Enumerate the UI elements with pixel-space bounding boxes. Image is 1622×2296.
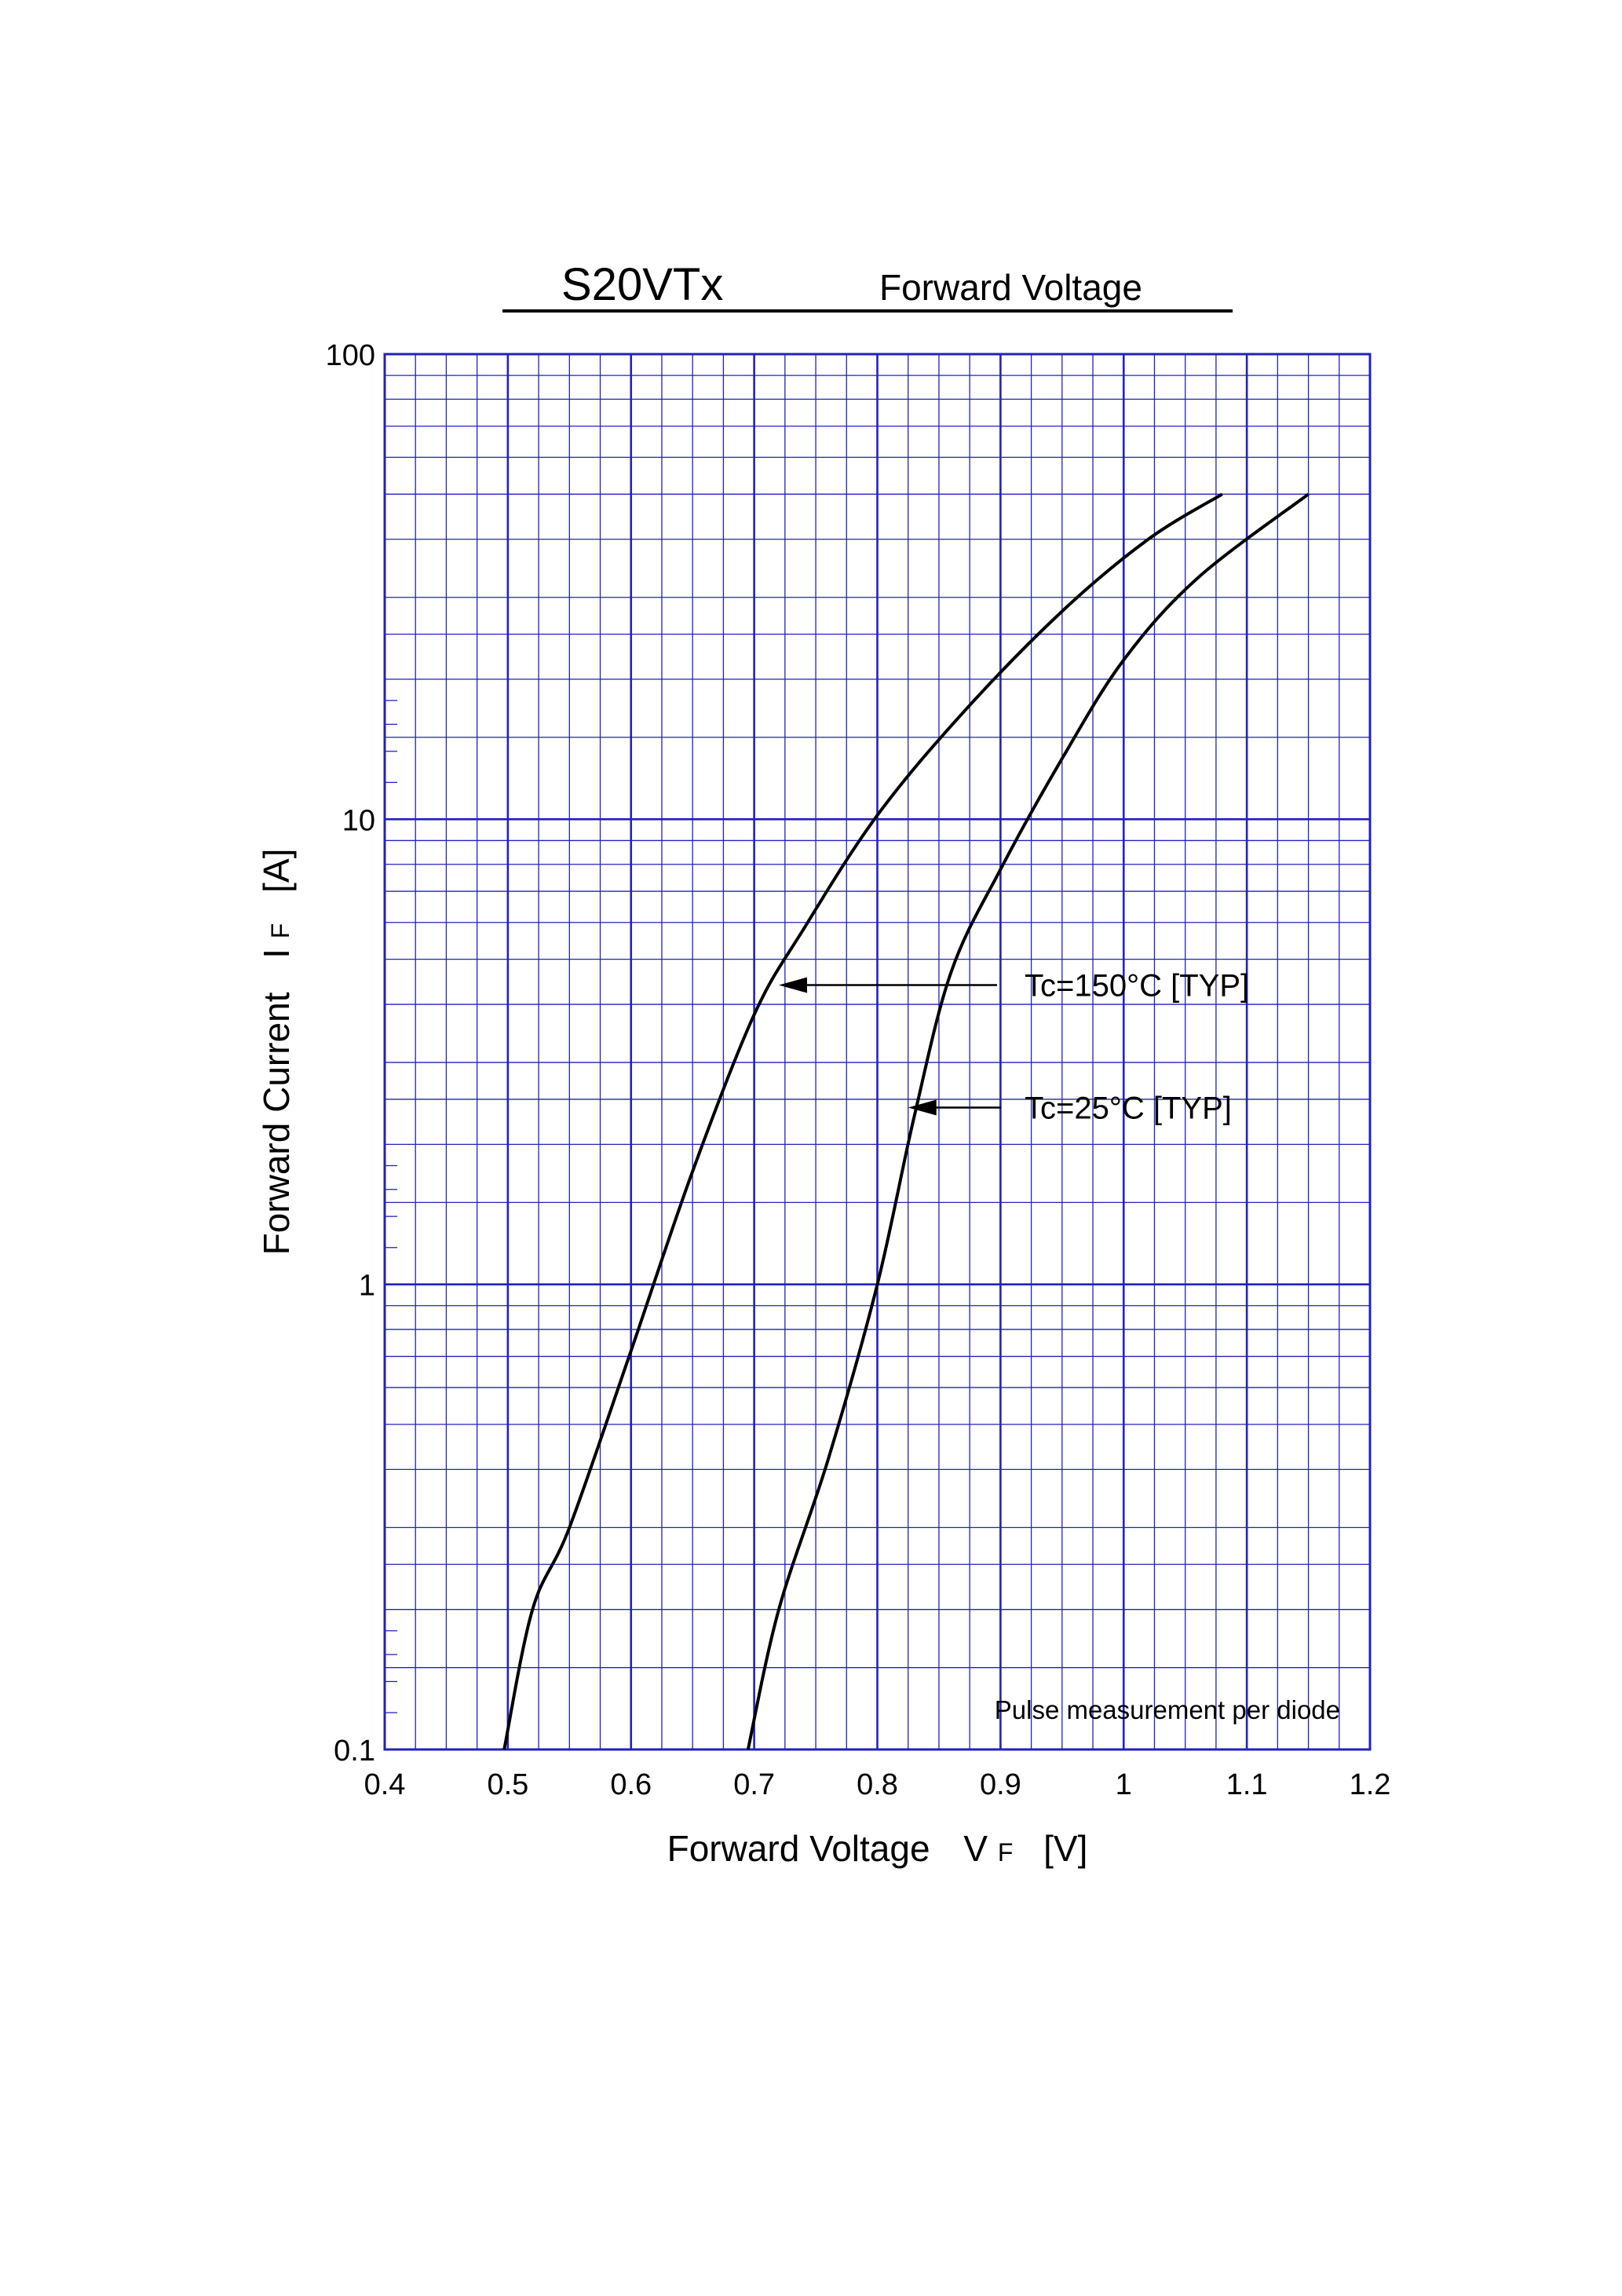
y-axis-label-text: Forward Current xyxy=(256,992,297,1255)
annotation-arrowhead xyxy=(908,1099,937,1116)
annotation-tc150: Tc=150°C [TYP] xyxy=(1025,969,1249,1004)
x-tick-label: 0.9 xyxy=(980,1768,1021,1801)
y-axis-unit: [A] xyxy=(256,849,297,893)
x-axis-label: Forward Voltage V F [V] xyxy=(667,1828,1088,1869)
curve-tc150 xyxy=(502,492,1223,1750)
plot-area-frame xyxy=(383,353,1372,1751)
x-tick-label: 0.7 xyxy=(733,1768,775,1801)
annotation-layer: Tc=150°C [TYP] Tc=25°C [TYP] xyxy=(779,969,1249,1125)
x-axis-symbol: V xyxy=(963,1828,988,1869)
y-tick-labels: 0.1 1 10 100 xyxy=(326,339,375,1768)
x-tick-label: 0.4 xyxy=(364,1768,406,1801)
x-tick-label: 1.2 xyxy=(1350,1768,1391,1801)
chart-subtitle: Forward Voltage xyxy=(879,267,1142,308)
minor-gridlines xyxy=(385,354,1370,1749)
x-tick-label: 0.8 xyxy=(857,1768,898,1801)
chart-title: S20VTx xyxy=(561,259,723,310)
y-tick-label: 10 xyxy=(342,804,375,837)
x-tick-label: 0.5 xyxy=(487,1768,528,1801)
y-axis-symbol: I xyxy=(256,949,297,959)
y-tick-label: 1 xyxy=(359,1270,375,1303)
x-axis-symbol-subscript: F xyxy=(998,1838,1014,1866)
x-tick-label: 0.6 xyxy=(610,1768,652,1801)
y-axis-symbol-subscript: F xyxy=(266,923,294,939)
y-axis-label: Forward Current I F [A] xyxy=(256,849,297,1256)
annotation-arrowhead xyxy=(779,977,807,993)
x-tick-labels: 0.4 0.5 0.6 0.7 0.8 0.9 1 1.1 1.2 xyxy=(364,1768,1391,1801)
y-tick-label: 100 xyxy=(326,339,375,372)
x-tick-label: 1 xyxy=(1116,1768,1132,1801)
measurement-note: Pulse measurement per diode xyxy=(995,1695,1340,1724)
x-axis-label-text: Forward Voltage xyxy=(667,1828,930,1869)
major-gridlines xyxy=(383,353,1372,1751)
x-axis-unit: [V] xyxy=(1043,1828,1087,1869)
series-layer xyxy=(502,492,1310,1750)
annotation-tc25: Tc=25°C [TYP] xyxy=(1025,1091,1232,1125)
y-tick-label: 0.1 xyxy=(334,1735,375,1768)
curve-tc25 xyxy=(746,492,1310,1750)
x-tick-label: 1.1 xyxy=(1226,1768,1268,1801)
